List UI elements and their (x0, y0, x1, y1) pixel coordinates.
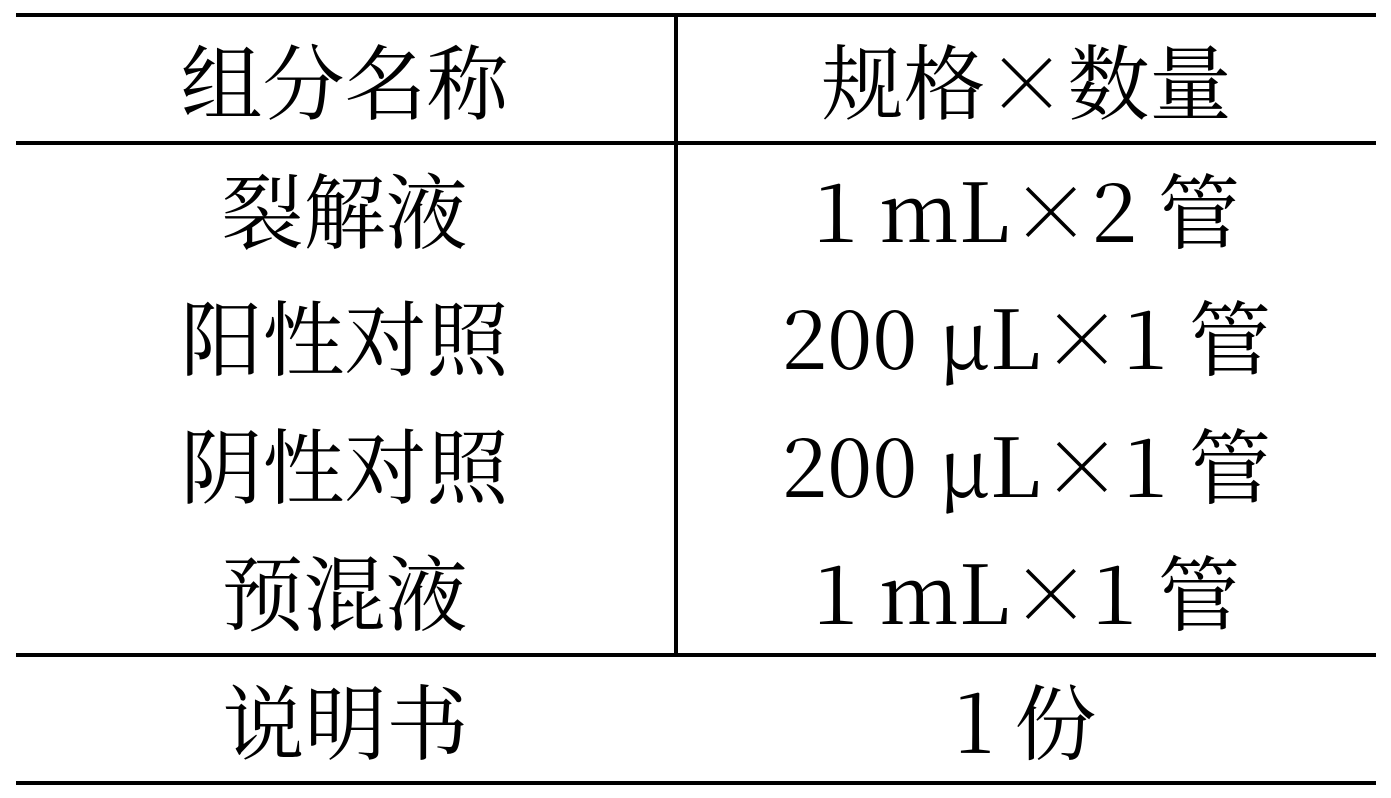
table-row: 阴性对照 200 μL×1 管 (16, 399, 1376, 527)
cell-spec-qty: 1 mL×2 管 (676, 143, 1376, 271)
header-component-name: 组分名称 (16, 15, 676, 143)
table-row: 预混液 1 mL×1 管 (16, 527, 1376, 655)
cell-spec-qty: 1 mL×1 管 (676, 527, 1376, 655)
cell-component-name: 阴性对照 (16, 399, 676, 527)
cell-spec-qty: 1 份 (676, 655, 1376, 783)
table-row: 阳性对照 200 μL×1 管 (16, 271, 1376, 399)
table-row: 裂解液 1 mL×2 管 (16, 143, 1376, 271)
header-spec-qty: 规格×数量 (676, 15, 1376, 143)
cell-component-name: 预混液 (16, 527, 676, 655)
cell-spec-qty: 200 μL×1 管 (676, 271, 1376, 399)
cell-component-name: 说明书 (16, 655, 676, 783)
table-footer-row: 说明书 1 份 (16, 655, 1376, 783)
cell-component-name: 阳性对照 (16, 271, 676, 399)
components-table: 组分名称 规格×数量 裂解液 1 mL×2 管 阳性对照 200 μL×1 管 … (16, 13, 1376, 785)
table-header-row: 组分名称 规格×数量 (16, 15, 1376, 143)
cell-component-name: 裂解液 (16, 143, 676, 271)
page-container: 组分名称 规格×数量 裂解液 1 mL×2 管 阳性对照 200 μL×1 管 … (0, 0, 1391, 798)
cell-spec-qty: 200 μL×1 管 (676, 399, 1376, 527)
